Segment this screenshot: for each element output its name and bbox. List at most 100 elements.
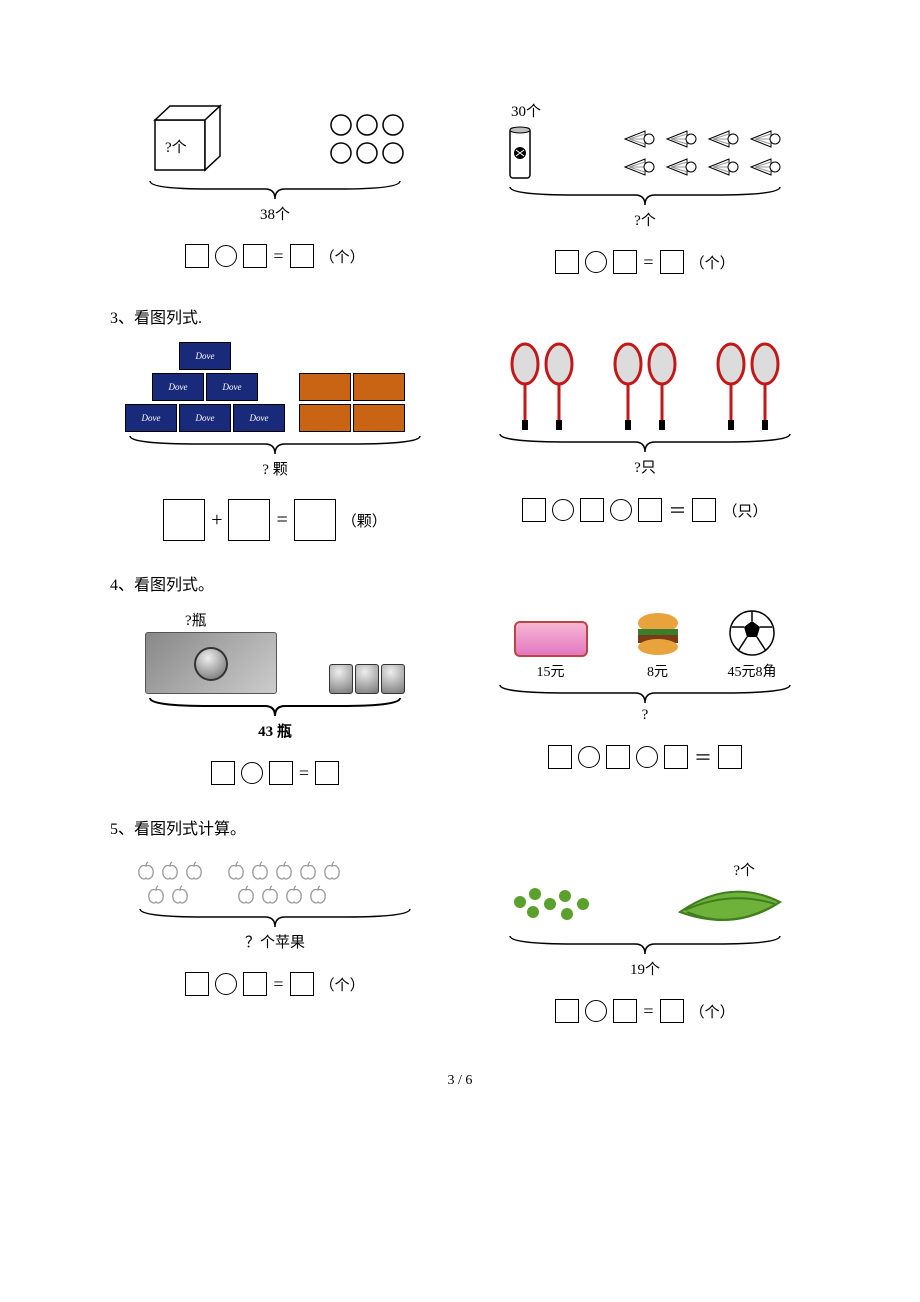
blank-square[interactable] (290, 244, 314, 268)
blank-square[interactable] (185, 972, 209, 996)
apple-icon (321, 859, 343, 881)
blank-operator[interactable] (585, 1000, 607, 1022)
blank-square[interactable] (606, 745, 630, 769)
q4-right: 15元 8元 (480, 609, 810, 785)
apple-icon (145, 883, 167, 905)
racket-icon (612, 342, 644, 430)
dove-bar-icon: Dove (179, 404, 231, 432)
dove-bar-icon: Dove (206, 373, 258, 401)
brace-down-icon (480, 432, 810, 454)
apple-group-b (225, 859, 343, 905)
apple-icon (259, 883, 281, 905)
shuttlecock-icon (749, 127, 785, 151)
mystery-box: ?个 (145, 100, 229, 177)
blank-operator[interactable] (585, 251, 607, 273)
dove-bar-icon (353, 404, 405, 432)
brace-total: 19个 (630, 958, 660, 979)
brace-down-icon (480, 683, 810, 705)
blank-square[interactable] (692, 498, 716, 522)
equation: = （个） (110, 244, 440, 268)
peapod-icon (675, 882, 785, 932)
dove-pyramid: Dove DoveDove DoveDoveDove (125, 342, 285, 432)
blank-square[interactable] (660, 250, 684, 274)
blank-operator[interactable] (215, 973, 237, 995)
blank-square[interactable] (580, 498, 604, 522)
blank-square[interactable] (269, 761, 293, 785)
q3-right: ?只 ＝ （只） (480, 342, 810, 541)
q5-left: ？个苹果 = （个） (110, 859, 440, 1023)
equation: ＝ (480, 744, 810, 770)
q5-right: ?个 (480, 859, 810, 1023)
blank-square[interactable] (163, 499, 205, 541)
apple-icon (235, 883, 257, 905)
blank-square[interactable] (243, 972, 267, 996)
equation: = (110, 761, 440, 785)
soccer-ball-icon (728, 609, 776, 657)
blank-operator[interactable] (610, 499, 632, 521)
blank-operator[interactable] (636, 746, 658, 768)
unit: （个） (690, 252, 735, 273)
q2-left: ?个 (110, 100, 440, 274)
blank-square[interactable] (294, 499, 336, 541)
unit: （个） (320, 974, 365, 995)
unit: （只） (722, 500, 767, 521)
blank-square[interactable] (548, 745, 572, 769)
dove-bar-icon: Dove (179, 342, 231, 370)
burger-icon (633, 611, 683, 657)
blank-operator[interactable] (578, 746, 600, 768)
blank-square[interactable] (315, 761, 339, 785)
blank-square[interactable] (613, 250, 637, 274)
q2-row: ?个 (110, 100, 810, 274)
apple-icon (169, 883, 191, 905)
jar-box-icon (145, 632, 277, 694)
blank-operator[interactable] (215, 245, 237, 267)
blank-square[interactable] (555, 999, 579, 1023)
q3-heading: 3、看图列式. (110, 304, 810, 328)
unit: （颗） (342, 510, 387, 531)
blank-square[interactable] (555, 250, 579, 274)
blank-square[interactable] (290, 972, 314, 996)
racket-pair (612, 342, 678, 430)
blank-square[interactable] (185, 244, 209, 268)
blank-square[interactable] (613, 999, 637, 1023)
apple-icon (297, 859, 319, 881)
dove-bar-icon (299, 373, 351, 401)
apple-icon (249, 859, 271, 881)
equation: ＝ （只） (480, 497, 810, 523)
shuttlecock-icon (707, 127, 743, 151)
q3-left: Dove DoveDove DoveDoveDove ? 颗 (110, 342, 440, 541)
blank-square[interactable] (211, 761, 235, 785)
brace-down-icon (110, 907, 440, 929)
equation: = （个） (110, 972, 440, 996)
price: 15元 (537, 661, 565, 681)
blank-square[interactable] (228, 499, 270, 541)
blank-square[interactable] (243, 244, 267, 268)
brace-down-icon (110, 179, 440, 201)
racket-icon (749, 342, 781, 430)
brace-total: ？个苹果 (245, 931, 305, 952)
blank-square[interactable] (718, 745, 742, 769)
apple-icon (159, 859, 181, 881)
apple-icon (273, 859, 295, 881)
blank-square[interactable] (522, 498, 546, 522)
price: 8元 (647, 661, 668, 681)
dove-bar-icon (299, 404, 351, 432)
blank-operator[interactable] (241, 762, 263, 784)
blank-square[interactable] (660, 999, 684, 1023)
brace-down-icon (480, 185, 810, 207)
brace-total: ? 颗 (262, 458, 287, 479)
box-top-label: ?瓶 (185, 609, 405, 630)
page-number: 3 / 6 (110, 1073, 810, 1089)
racket-icon (715, 342, 747, 430)
apple-icon (183, 859, 205, 881)
worksheet-page: ?个 (0, 0, 920, 1129)
q2-right: 30个 (480, 100, 810, 274)
racket-icon (509, 342, 541, 430)
pea-cluster-icon (505, 882, 615, 932)
dove-bar-icon (353, 373, 405, 401)
blank-square[interactable] (664, 745, 688, 769)
blank-operator[interactable] (552, 499, 574, 521)
blank-square[interactable] (638, 498, 662, 522)
apple-group-a (135, 859, 205, 905)
shuttlecock-icon (665, 127, 701, 151)
